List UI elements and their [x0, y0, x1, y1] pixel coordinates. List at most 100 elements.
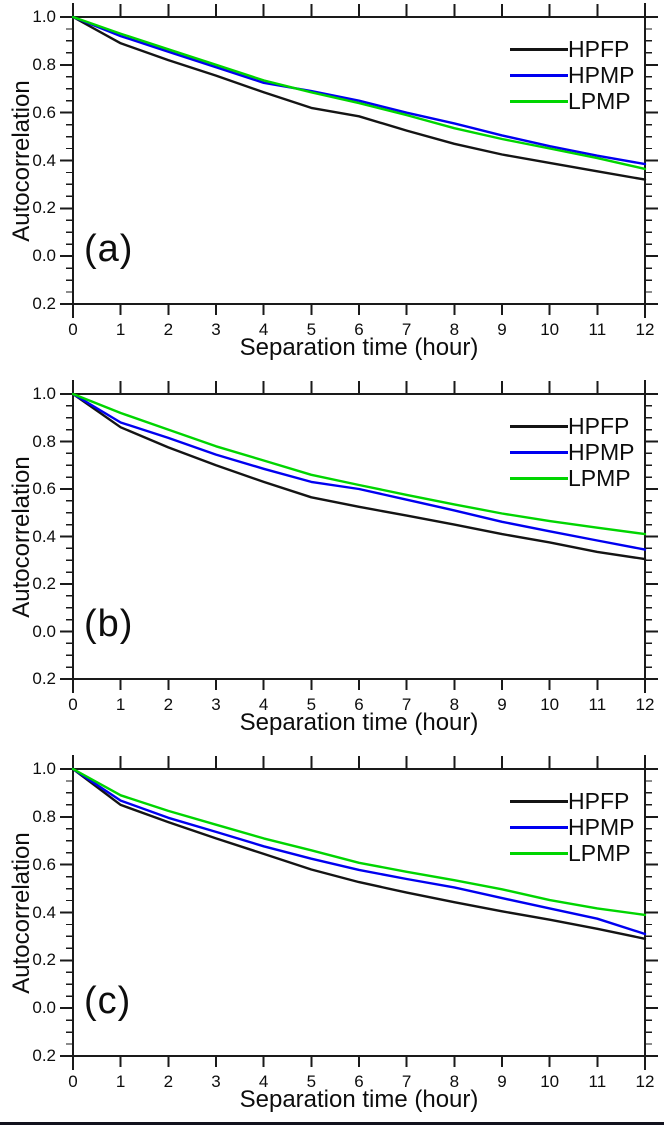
x-tick-label: 2	[163, 695, 174, 714]
x-tick-label: 1	[115, 1072, 126, 1091]
y-tick-label: 0.2	[32, 294, 56, 313]
curve-hpfp-b	[71, 392, 647, 561]
y-tick-label: 1.0	[32, 384, 56, 403]
legend-line-hpfp	[510, 799, 568, 803]
legend-label-hpmp: HPMP	[568, 814, 635, 840]
x-tick-label: 6	[354, 1072, 364, 1091]
legend-a: HPFP HPMP LPMP	[510, 36, 660, 114]
y-tick-label: 0.8	[32, 806, 56, 826]
legend-item-hpmp: HPMP	[510, 814, 660, 840]
x-axis-title-c: Separation time (hour)	[239, 1086, 479, 1113]
x-tick-label: 4	[258, 695, 269, 714]
x-tick-label: 9	[497, 1072, 507, 1091]
y-tick-label: 0.6	[32, 854, 56, 874]
legend-line-lpmp	[510, 851, 568, 855]
y-tick-label: 0.2	[32, 198, 56, 218]
legend-b: HPFP HPMP LPMP	[510, 413, 660, 491]
legend-item-lpmp: LPMP	[510, 840, 660, 866]
bottom-edge-bar	[0, 1122, 664, 1125]
y-tick-label: 0.0	[32, 246, 56, 266]
legend-item-hpfp: HPFP	[510, 788, 660, 814]
legend-label-lpmp: LPMP	[568, 465, 631, 491]
legend-label-hpfp: HPFP	[568, 788, 630, 814]
legend-line-hpmp	[510, 450, 568, 454]
y-tick-label: 0.6	[32, 479, 56, 498]
minor-ticks-panel-b	[66, 405, 652, 668]
x-tick-label: 2	[163, 1072, 174, 1091]
legend-label-hpfp: HPFP	[568, 36, 630, 62]
legend-line-lpmp	[510, 99, 568, 103]
legend-line-lpmp	[510, 476, 568, 480]
legend-label-lpmp: LPMP	[568, 840, 631, 866]
x-axis-title-a: Separation time (hour)	[239, 334, 479, 361]
x-tick-label: 9	[497, 320, 507, 339]
x-tick-label: 0	[68, 1072, 78, 1091]
curve-hpfp-a	[71, 15, 647, 181]
curve-hpmp-a	[71, 15, 647, 166]
x-tick-label: 7	[401, 1072, 412, 1091]
legend-item-lpmp: LPMP	[510, 465, 660, 491]
x-tick-label: 5	[306, 1072, 317, 1091]
x-tick-label: 12	[635, 1072, 655, 1091]
x-tick-label: 9	[497, 695, 507, 714]
curve-hpfp-c	[71, 767, 647, 940]
minor-ticks-panel-c	[66, 780, 652, 1045]
curve-lpmp-c	[71, 767, 647, 917]
legend-line-hpmp	[510, 825, 568, 829]
legend-label-hpmp: HPMP	[568, 62, 635, 88]
x-tick-label: 0	[68, 320, 78, 339]
x-tick-label: 0	[68, 695, 78, 714]
y-tick-label: 1.0	[32, 759, 56, 778]
x-tick-label: 4	[258, 1072, 269, 1091]
y-tick-label: 0.2	[32, 669, 56, 688]
x-tick-label: 12	[635, 320, 655, 339]
x-tick-label: 4	[258, 320, 269, 339]
x-tick-label: 1	[115, 320, 126, 339]
curve-lpmp-b	[71, 392, 647, 536]
x-tick-label: 11	[588, 320, 607, 339]
y-tick-label: 0.8	[32, 54, 56, 74]
y-tick-label: 0.2	[32, 574, 56, 593]
y-tick-label: 0.0	[32, 621, 56, 641]
x-tick-label: 5	[306, 695, 317, 714]
x-axis-title-b: Separation time (hour)	[239, 709, 479, 736]
x-tick-label: 3	[211, 320, 221, 339]
axes-panel-a	[60, 3, 658, 318]
x-tick-label: 7	[401, 695, 412, 714]
y-tick-label: 0.4	[32, 526, 56, 546]
y-tick-label: 1.0	[32, 7, 56, 26]
legend-c: HPFP HPMP LPMP	[510, 788, 660, 866]
panel-letter-c: (c)	[84, 980, 132, 1022]
legend-item-hpmp: HPMP	[510, 439, 660, 465]
x-tick-label: 7	[401, 320, 412, 339]
legend-label-lpmp: LPMP	[568, 88, 631, 114]
legend-line-hpfp	[510, 424, 568, 428]
y-tick-label: 0.4	[32, 150, 56, 170]
legend-item-hpmp: HPMP	[510, 62, 660, 88]
x-tick-label: 11	[588, 1072, 607, 1091]
x-tick-label: 5	[306, 320, 317, 339]
legend-line-hpmp	[510, 73, 568, 77]
legend-label-hpfp: HPFP	[568, 413, 630, 439]
legend-item-lpmp: LPMP	[510, 88, 660, 114]
curve-lpmp-a	[71, 15, 647, 171]
curve-hpmp-b	[71, 392, 647, 551]
x-tick-label: 6	[354, 320, 364, 339]
x-tick-label: 1	[115, 695, 126, 714]
panel-letter-a: (a)	[84, 228, 134, 270]
legend-item-hpfp: HPFP	[510, 413, 660, 439]
x-tick-label: 10	[540, 695, 560, 714]
panel-letter-b: (b)	[84, 603, 134, 645]
x-tick-label: 3	[211, 1072, 221, 1091]
y-tick-label: 0.0	[32, 998, 56, 1018]
y-tick-label: 0.8	[32, 431, 56, 451]
x-tick-label: 8	[449, 320, 460, 339]
curve-hpmp-c	[71, 767, 647, 936]
axes-panel-c	[60, 755, 658, 1070]
y-tick-label: 0.2	[32, 1046, 56, 1065]
legend-line-hpfp	[510, 47, 568, 51]
y-tick-label: 0.2	[32, 950, 56, 970]
x-tick-label: 3	[211, 695, 221, 714]
